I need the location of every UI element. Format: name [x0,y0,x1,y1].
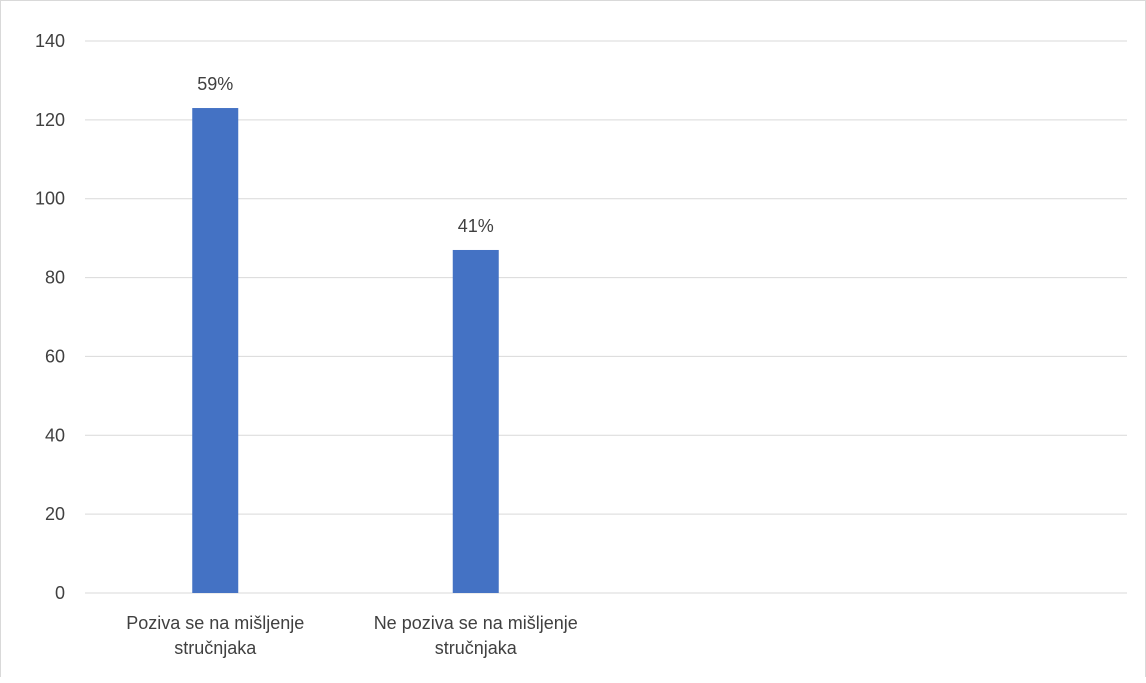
y-tick-label: 120 [35,110,65,130]
y-tick-label: 0 [55,583,65,603]
data-label: 59% [197,74,233,94]
y-tick-label: 60 [45,346,65,366]
y-tick-label: 80 [45,268,65,288]
data-labels: 59% 41% [197,74,494,236]
data-label: 41% [458,216,494,236]
y-tick-label: 140 [35,31,65,51]
y-tick-label: 20 [45,504,65,524]
bar [192,108,239,594]
x-category-label: stručnjaka [174,638,257,658]
gridlines [85,40,1127,594]
bar [452,249,499,593]
y-tick-label: 40 [45,425,65,445]
x-axis: Poziva se na mišljenje stručnjaka Ne poziv… [126,613,578,658]
x-category-label: Poziva se na mišljenje [126,613,304,633]
bars [192,108,499,594]
x-category-label: Ne poziva se na mišljenje [374,613,578,633]
y-tick-label: 100 [35,189,65,209]
x-category-label: stručnjaka [435,638,518,658]
y-axis: 0 20 40 60 80 100 120 140 [35,31,65,603]
